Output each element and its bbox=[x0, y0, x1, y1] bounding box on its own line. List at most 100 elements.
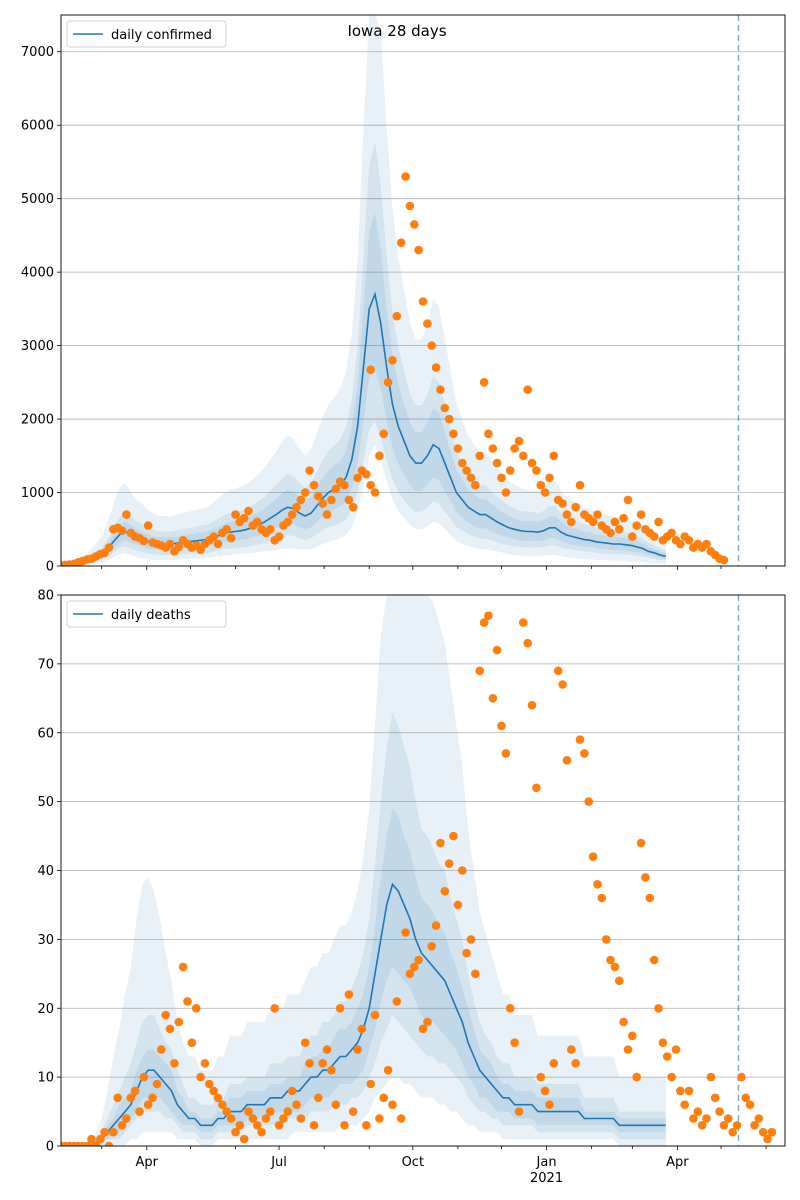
legend-label: daily confirmed bbox=[111, 28, 212, 43]
observed-point bbox=[143, 1100, 153, 1109]
observed-point bbox=[654, 1004, 663, 1013]
observed-point bbox=[318, 1059, 328, 1068]
observed-point bbox=[414, 245, 423, 255]
x-tick-label: Jan bbox=[536, 1155, 557, 1170]
observed-point bbox=[266, 525, 275, 534]
y-tick-label: 6000 bbox=[21, 119, 54, 134]
observed-point bbox=[601, 935, 611, 944]
observed-point bbox=[719, 555, 729, 565]
observed-point bbox=[130, 1086, 140, 1096]
legend-box bbox=[66, 600, 227, 628]
observed-point bbox=[549, 1059, 559, 1068]
observed-point bbox=[410, 220, 419, 229]
observed-point bbox=[222, 525, 231, 534]
observed-point bbox=[357, 1024, 367, 1034]
observed-point bbox=[567, 517, 576, 527]
legend-box bbox=[66, 20, 227, 48]
observed-point bbox=[636, 838, 646, 848]
observed-point bbox=[300, 1038, 310, 1047]
observed-point bbox=[231, 1127, 240, 1137]
observed-point bbox=[235, 1121, 245, 1130]
observed-point bbox=[693, 1107, 703, 1116]
observed-point bbox=[545, 473, 554, 483]
observed-point bbox=[710, 1093, 720, 1103]
observed-point bbox=[205, 1079, 214, 1089]
observed-point bbox=[623, 1045, 633, 1054]
observed-point bbox=[553, 666, 563, 676]
observed-point bbox=[170, 1059, 179, 1068]
observed-point bbox=[479, 378, 489, 387]
observed-point bbox=[244, 1107, 253, 1116]
observed-point bbox=[641, 873, 650, 882]
observed-point bbox=[296, 495, 306, 505]
observed-point bbox=[497, 721, 506, 731]
y-tick-label: 0 bbox=[46, 560, 54, 575]
observed-point bbox=[527, 458, 537, 468]
observed-point bbox=[737, 1072, 746, 1082]
observed-point bbox=[423, 1017, 432, 1027]
observed-point bbox=[571, 1059, 580, 1068]
observed-point bbox=[628, 532, 637, 541]
y-tick-label: 0 bbox=[46, 1140, 54, 1155]
observed-point bbox=[676, 1086, 685, 1096]
observed-point bbox=[87, 1134, 96, 1144]
observed-point bbox=[444, 414, 454, 424]
observed-point bbox=[449, 429, 458, 439]
observed-point bbox=[117, 526, 127, 535]
y-tick-label: 1000 bbox=[21, 486, 54, 501]
observed-point bbox=[405, 969, 415, 979]
observed-point bbox=[492, 458, 502, 468]
observed-point bbox=[292, 1100, 301, 1109]
observed-point bbox=[545, 1100, 554, 1109]
observed-point bbox=[296, 1114, 306, 1123]
observed-point bbox=[436, 838, 445, 848]
observed-point bbox=[453, 900, 463, 910]
observed-point bbox=[353, 473, 362, 483]
observed-point bbox=[458, 866, 467, 875]
observed-point bbox=[466, 935, 476, 944]
observed-point bbox=[379, 1093, 389, 1103]
observed-point bbox=[139, 1072, 149, 1082]
observed-point bbox=[519, 618, 528, 627]
observed-point bbox=[750, 1121, 759, 1130]
observed-point bbox=[597, 893, 607, 903]
observed-point bbox=[427, 942, 437, 951]
observed-point bbox=[497, 473, 506, 483]
observed-point bbox=[431, 921, 441, 930]
observed-point bbox=[388, 1100, 397, 1109]
observed-point bbox=[575, 735, 585, 744]
observed-point bbox=[471, 480, 480, 490]
observed-point bbox=[379, 429, 389, 439]
observed-point bbox=[375, 1114, 384, 1123]
observed-point bbox=[122, 510, 131, 519]
observed-point bbox=[161, 1010, 170, 1020]
observed-point bbox=[658, 1038, 668, 1047]
y-tick-label: 70 bbox=[37, 657, 54, 672]
y-tick-label: 40 bbox=[37, 864, 54, 879]
observed-point bbox=[492, 645, 502, 655]
observed-point bbox=[335, 1004, 345, 1013]
observed-point bbox=[226, 533, 236, 543]
observed-point bbox=[684, 1086, 694, 1096]
observed-point bbox=[505, 1004, 515, 1013]
uncertainty-band bbox=[61, 15, 666, 566]
observed-point bbox=[615, 976, 624, 985]
y-tick-label: 7000 bbox=[21, 45, 54, 60]
observed-point bbox=[623, 495, 633, 505]
observed-point bbox=[183, 997, 192, 1006]
observed-point bbox=[649, 532, 659, 541]
observed-point bbox=[375, 451, 384, 461]
observed-point bbox=[366, 365, 376, 375]
observed-point bbox=[383, 1065, 393, 1075]
observed-point bbox=[519, 451, 528, 461]
observed-point bbox=[619, 1017, 628, 1027]
confirmed-panel: 0 1000 2000 3000 4000 5000 6000 7000 daily confi… bbox=[21, 14, 786, 575]
observed-point bbox=[222, 1107, 231, 1116]
y-tick-label: 5000 bbox=[21, 192, 54, 207]
observed-point bbox=[423, 319, 432, 328]
observed-point bbox=[540, 1086, 550, 1096]
observed-point bbox=[231, 510, 240, 519]
observed-point bbox=[274, 532, 284, 541]
observed-point bbox=[322, 510, 332, 519]
